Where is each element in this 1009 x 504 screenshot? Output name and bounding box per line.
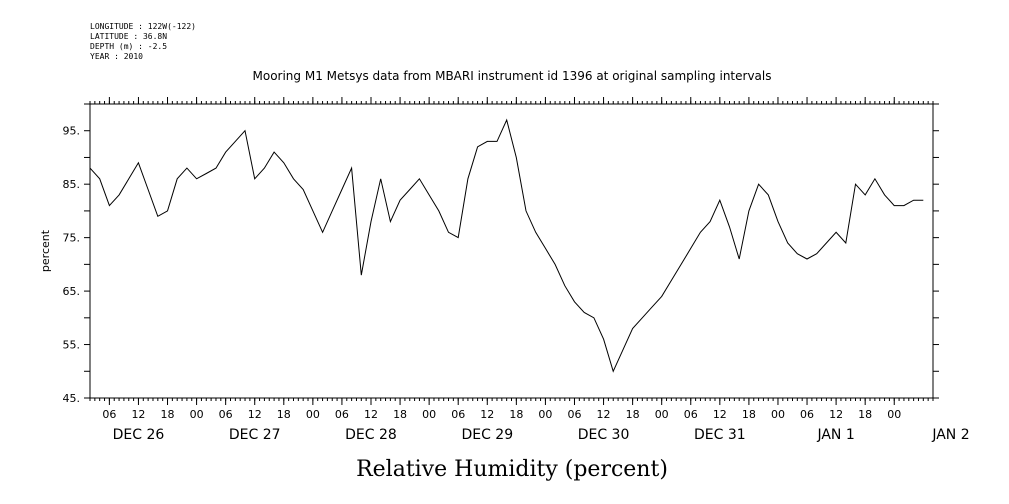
y-tick-label: 85. [63,178,81,191]
day-label: DEC 26 [113,427,165,443]
hour-tick-label: 06 [451,408,465,421]
longitude-text: LONGITUDE : 122W(-122) [90,22,196,31]
y-tick-label: 55. [63,339,81,352]
hour-tick-label: 00 [771,408,785,421]
day-label: JAN 1 [816,427,854,443]
hour-tick-label: 00 [422,408,436,421]
hour-tick-label: 18 [161,408,175,421]
hour-tick-label: 12 [829,408,843,421]
hour-tick-label: 12 [480,408,494,421]
y-tick-label: 65. [63,285,81,298]
hour-tick-label: 18 [277,408,291,421]
x-axis: 06 12 18 00 06 12 18 00 06 12 18 00 06 12 18 00 06 12 18 00… [102,97,970,443]
day-label: JAN 2 [931,427,969,443]
depth-text: DEPTH (m) : -2.5 [90,42,167,51]
hour-tick-label: 12 [597,408,611,421]
hour-tick-label: 00 [887,408,901,421]
hour-tick-label: 06 [219,408,233,421]
hour-tick-label: 06 [800,408,814,421]
y-tick-label: 75. [63,232,81,245]
latitude-text: LATITUDE : 36.8N [90,32,167,41]
hour-tick-label: 00 [655,408,669,421]
hour-tick-label: 18 [393,408,407,421]
chart-title: Mooring M1 Metsys data from MBARI instru… [253,69,772,83]
humidity-series-line [89,118,924,373]
hour-tick-label: 06 [335,408,349,421]
hour-tick-label: 18 [626,408,640,421]
hour-tick-label: 06 [684,408,698,421]
hour-tick-label: 18 [509,408,523,421]
hour-tick-label: 12 [364,408,378,421]
hour-tick-label: 12 [131,408,145,421]
hour-tick-label: 00 [190,408,204,421]
y-axis: 45. 55. 65. 75. 85. 95. [63,103,939,405]
x-axis-label: Relative Humidity (percent) [356,457,668,482]
day-label: DEC 30 [578,427,630,443]
day-label: DEC 27 [229,427,281,443]
year-text: YEAR : 2010 [90,52,143,61]
hour-tick-label: 12 [713,408,727,421]
hour-tick-label: 00 [306,408,320,421]
hour-tick-label: 06 [102,408,116,421]
y-tick-label: 45. [63,392,81,405]
hour-tick-label: 00 [538,408,552,421]
y-axis-label: percent [39,229,52,272]
hour-tick-label: 06 [567,408,581,421]
hour-tick-label: 12 [248,408,262,421]
y-tick-label: 95. [63,125,81,138]
day-label: DEC 28 [345,427,397,443]
hour-tick-label: 18 [858,408,872,421]
day-label: DEC 29 [461,427,513,443]
minor-ticks [89,101,934,401]
hour-tick-label: 18 [742,408,756,421]
day-label: DEC 31 [694,427,746,443]
metadata-header: LONGITUDE : 122W(-122) LATITUDE : 36.8N … [90,22,196,61]
plot-frame [89,103,934,399]
